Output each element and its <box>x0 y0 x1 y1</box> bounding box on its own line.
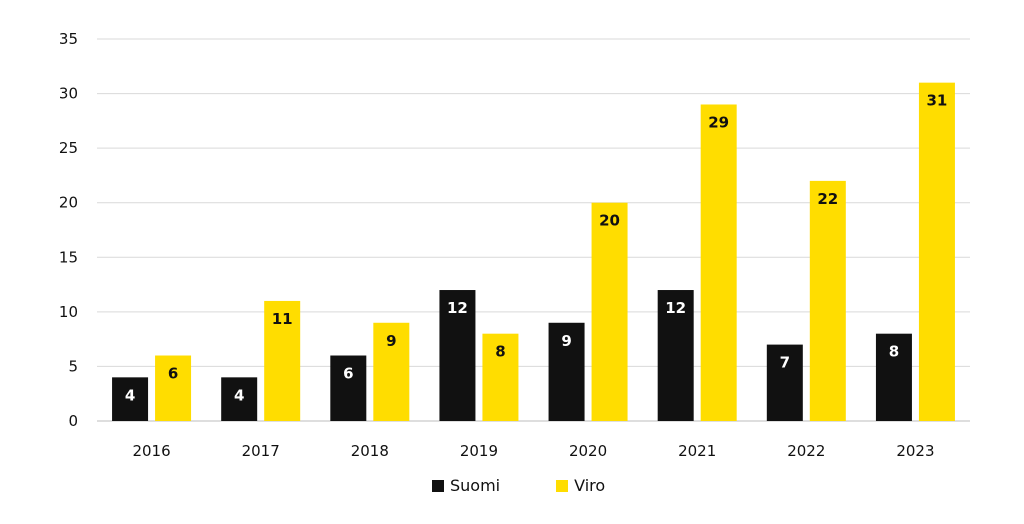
bars: 4 6 4 11 6 9 12 8 9 20 12 29 7 22 8 31 <box>112 82 955 422</box>
bar-viro-2016 <box>155 355 192 421</box>
y-tick-label: 0 <box>68 412 78 430</box>
bar-viro-2020 <box>591 202 628 421</box>
legend-label-suomi: Suomi <box>450 476 501 495</box>
x-tick-label: 2020 <box>569 442 607 460</box>
y-tick-label: 20 <box>59 194 78 212</box>
bar-viro-2018 <box>373 322 410 421</box>
x-tick-label: 2017 <box>242 442 280 460</box>
data-label-suomi-2019: 12 <box>447 299 468 317</box>
y-tick-label: 35 <box>59 30 78 48</box>
y-tick-label: 5 <box>68 357 78 375</box>
bar-suomi-2022 <box>766 344 803 421</box>
data-label-suomi-2023: 8 <box>889 343 899 361</box>
bar-viro-2017 <box>264 300 301 421</box>
y-tick-label: 25 <box>59 139 78 157</box>
data-label-suomi-2022: 7 <box>780 354 790 372</box>
bar-suomi-2020 <box>548 322 585 421</box>
y-tick-label: 15 <box>59 248 78 266</box>
bar-viro-2019 <box>482 333 519 421</box>
x-tick-label: 2023 <box>896 442 934 460</box>
legend-label-viro: Viro <box>574 476 606 495</box>
bar-suomi-2021 <box>657 290 694 421</box>
bar-suomi-2018 <box>330 355 367 421</box>
legend-item-suomi: Suomi <box>432 476 500 495</box>
legend-swatch-suomi <box>432 479 444 492</box>
y-tick-label: 10 <box>59 303 78 321</box>
x-tick-label: 2018 <box>351 442 389 460</box>
bar-viro-2021 <box>700 104 737 421</box>
data-label-viro-2018: 9 <box>386 332 396 350</box>
bar-viro-2023 <box>918 82 955 422</box>
data-label-suomi-2017: 4 <box>234 386 244 404</box>
data-label-viro-2019: 8 <box>495 343 505 361</box>
x-tick-label: 2021 <box>678 442 716 460</box>
y-axis: 0 5 10 15 20 25 30 35 <box>59 30 78 430</box>
bar-suomi-2023 <box>875 333 912 421</box>
x-tick-label: 2019 <box>460 442 498 460</box>
legend-swatch-viro <box>556 479 569 492</box>
x-tick-label: 2016 <box>132 442 170 460</box>
data-label-viro-2020: 20 <box>599 212 620 230</box>
data-label-suomi-2018: 6 <box>343 365 353 383</box>
data-label-suomi-2021: 12 <box>665 299 686 317</box>
y-tick-label: 30 <box>59 85 78 103</box>
data-label-suomi-2016: 4 <box>125 386 135 404</box>
legend: Suomi Viro <box>0 476 1024 506</box>
data-label-viro-2017: 11 <box>272 310 293 328</box>
legend-items: Suomi Viro <box>432 476 605 495</box>
bar-chart: 0 5 10 15 20 25 30 35 4 6 4 11 6 9 12 8 9 20 12 29 7 22 8 31 2… <box>59 30 970 460</box>
bar-suomi-2019 <box>439 290 476 421</box>
x-axis: 2016 2017 2018 2019 2020 2021 2022 2023 <box>132 442 934 460</box>
bar-suomi-2016 <box>112 377 149 421</box>
data-label-viro-2022: 22 <box>817 190 838 208</box>
data-label-viro-2023: 31 <box>927 92 948 110</box>
gridlines <box>97 38 970 422</box>
legend-item-viro: Viro <box>556 476 605 495</box>
data-label-suomi-2020: 9 <box>561 332 571 350</box>
bar-suomi-2017 <box>221 377 258 421</box>
x-tick-label: 2022 <box>787 442 825 460</box>
bar-viro-2022 <box>809 180 846 421</box>
data-label-viro-2021: 29 <box>708 113 729 131</box>
data-label-viro-2016: 6 <box>168 365 178 383</box>
